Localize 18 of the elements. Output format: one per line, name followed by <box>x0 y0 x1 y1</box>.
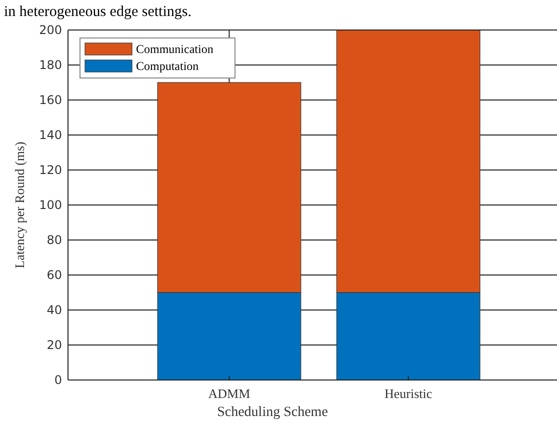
y-tick-label: 100 <box>39 198 62 212</box>
x-tick-label: Heuristic <box>384 386 432 401</box>
legend-label: Communication <box>136 42 214 56</box>
text: in heterogeneous edge settings. <box>4 4 192 20</box>
x-tick-label: ADMM <box>208 386 251 401</box>
x-axis-title: Scheduling Scheme <box>217 405 328 420</box>
y-tick-label: 40 <box>46 303 62 318</box>
y-tick-label: 160 <box>39 93 62 108</box>
y-tick-label: 60 <box>46 268 62 282</box>
y-tick-label: 200 <box>39 23 62 38</box>
y-tick-label: 0 <box>54 373 62 388</box>
y-tick-label: 20 <box>46 338 62 352</box>
legend-label: Computation <box>136 59 199 74</box>
y-tick-label: 120 <box>39 163 62 178</box>
y-axis-title: Latency per Round (ms) <box>12 142 27 268</box>
y-tick-label: 80 <box>46 233 62 248</box>
y-tick-label: 180 <box>39 58 62 72</box>
y-tick-label: 140 <box>39 128 62 142</box>
